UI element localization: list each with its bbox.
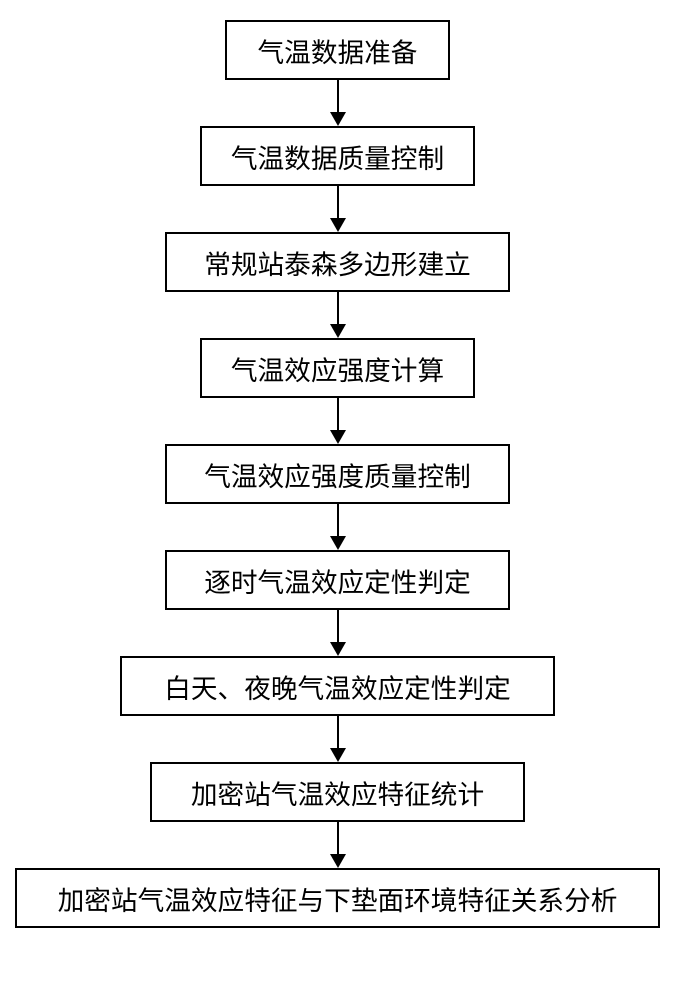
arrow-head-icon <box>330 112 346 126</box>
arrow-line <box>337 610 339 642</box>
arrow-line <box>337 504 339 536</box>
arrow-head-icon <box>330 218 346 232</box>
node-label: 白天、夜晚气温效应定性判定 <box>164 667 511 706</box>
node-label: 气温数据质量控制 <box>231 137 444 176</box>
flowchart-node: 逐时气温效应定性判定 <box>165 550 510 610</box>
arrow-head-icon <box>330 324 346 338</box>
flowchart-node: 加密站气温效应特征统计 <box>150 762 525 822</box>
node-label: 加密站气温效应特征与下垫面环境特征关系分析 <box>58 879 618 918</box>
node-label: 气温效应强度计算 <box>231 349 444 388</box>
arrow-line <box>337 716 339 748</box>
flowchart-node: 常规站泰森多边形建立 <box>165 232 510 292</box>
flowchart-node: 气温数据质量控制 <box>200 126 475 186</box>
flowchart-node: 气温数据准备 <box>225 20 450 80</box>
node-label: 加密站气温效应特征统计 <box>191 773 484 812</box>
flowchart-node: 气温效应强度质量控制 <box>165 444 510 504</box>
arrow-line <box>337 398 339 430</box>
node-label: 逐时气温效应定性判定 <box>204 561 471 600</box>
flowchart-container: 气温数据准备 气温数据质量控制 常规站泰森多边形建立 气温效应强度计算 气温效应… <box>0 0 675 1000</box>
flowchart-node: 气温效应强度计算 <box>200 338 475 398</box>
arrow-head-icon <box>330 430 346 444</box>
node-label: 气温数据准备 <box>258 31 418 70</box>
arrow-head-icon <box>330 748 346 762</box>
arrow-head-icon <box>330 536 346 550</box>
flowchart-node: 加密站气温效应特征与下垫面环境特征关系分析 <box>15 868 660 928</box>
arrow-head-icon <box>330 854 346 868</box>
node-label: 气温效应强度质量控制 <box>204 455 471 494</box>
arrow-line <box>337 292 339 324</box>
arrow-line <box>337 186 339 218</box>
arrow-head-icon <box>330 642 346 656</box>
node-label: 常规站泰森多边形建立 <box>204 243 471 282</box>
arrow-line <box>337 822 339 854</box>
arrow-line <box>337 80 339 112</box>
flowchart-node: 白天、夜晚气温效应定性判定 <box>120 656 555 716</box>
